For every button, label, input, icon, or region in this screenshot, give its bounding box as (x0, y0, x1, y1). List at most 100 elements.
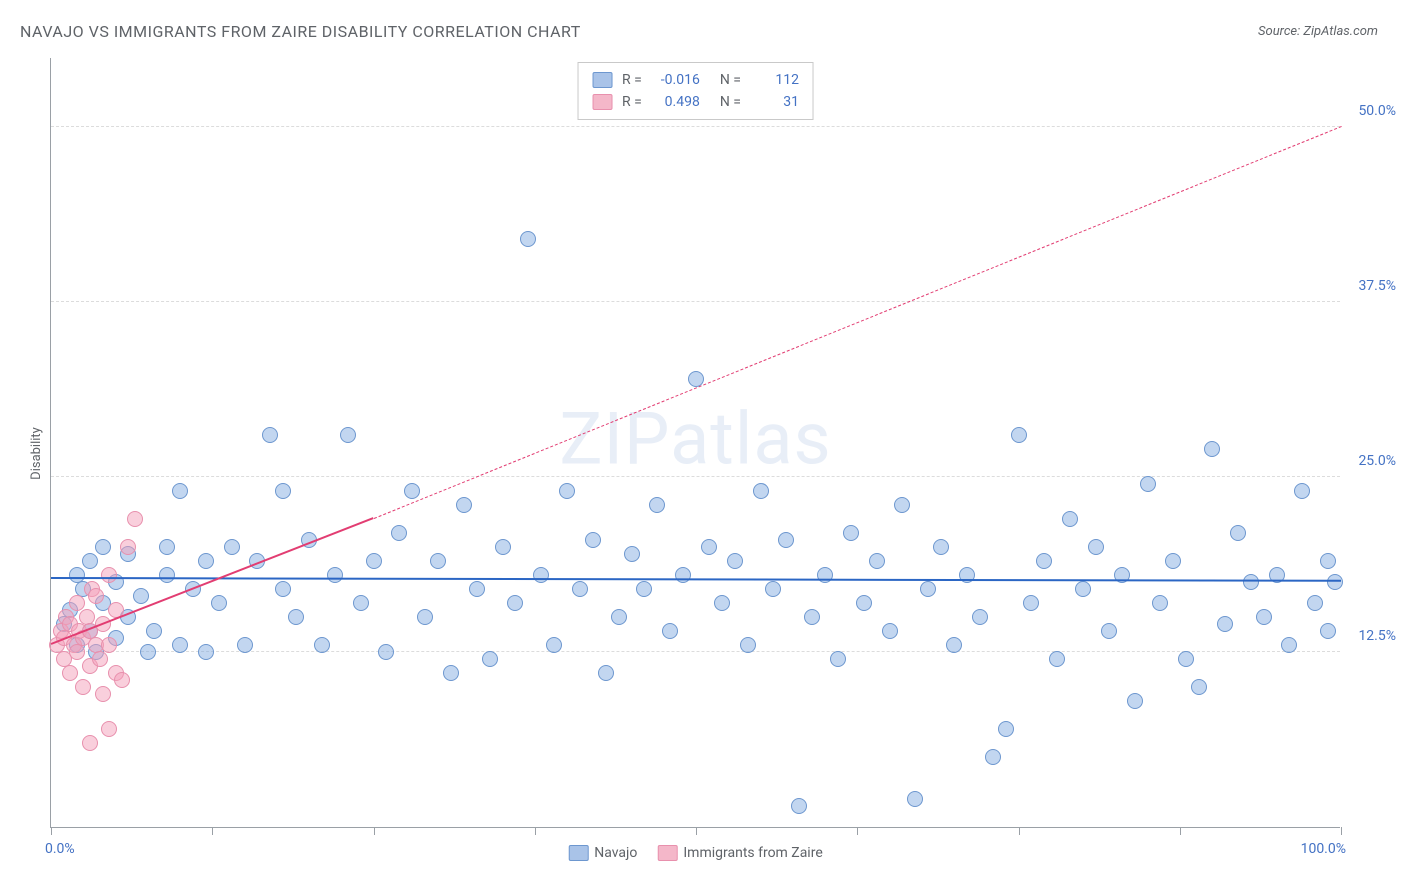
data-point (482, 651, 498, 667)
data-point (546, 637, 562, 653)
data-point (946, 637, 962, 653)
gridline (51, 126, 1340, 127)
data-point (830, 651, 846, 667)
data-point (159, 539, 175, 555)
data-point (353, 595, 369, 611)
source-label: Source: ZipAtlas.com (1258, 24, 1378, 39)
x-tick (1019, 827, 1020, 835)
legend-series-name: Navajo (594, 845, 637, 861)
data-point (507, 595, 523, 611)
data-point (1127, 693, 1143, 709)
data-point (127, 511, 143, 527)
data-point (1281, 637, 1297, 653)
y-tick-label: 50.0% (1358, 103, 1396, 119)
data-point (404, 483, 420, 499)
data-point (727, 553, 743, 569)
legend-swatch (592, 94, 612, 110)
data-point (101, 637, 117, 653)
legend-n-value: 31 (751, 91, 799, 113)
data-point (843, 525, 859, 541)
legend-swatch (592, 72, 612, 88)
data-point (559, 483, 575, 499)
data-point (1320, 623, 1336, 639)
data-point (675, 567, 691, 583)
data-point (894, 497, 910, 513)
data-point (146, 623, 162, 639)
data-point (172, 483, 188, 499)
data-point (288, 609, 304, 625)
data-point (598, 665, 614, 681)
trend-line (373, 126, 1341, 519)
legend-item: Immigrants from Zaire (657, 845, 822, 861)
data-point (1023, 595, 1039, 611)
data-point (585, 532, 601, 548)
data-point (1178, 651, 1194, 667)
x-tick-label: 0.0% (45, 841, 75, 857)
data-point (804, 609, 820, 625)
data-point (366, 553, 382, 569)
data-point (114, 672, 130, 688)
data-point (92, 651, 108, 667)
legend-n-label: N = (720, 91, 741, 113)
data-point (275, 483, 291, 499)
data-point (198, 553, 214, 569)
legend-correlation: R =-0.016N =112R =0.498N =31 (577, 62, 814, 120)
data-point (211, 595, 227, 611)
data-point (624, 546, 640, 562)
y-tick-label: 12.5% (1358, 628, 1396, 644)
chart-title: NAVAJO VS IMMIGRANTS FROM ZAIRE DISABILI… (20, 22, 581, 41)
data-point (1165, 553, 1181, 569)
data-point (75, 679, 91, 695)
data-point (714, 595, 730, 611)
x-tick (535, 827, 536, 835)
watermark: ZIPatlas (559, 396, 831, 481)
data-point (82, 553, 98, 569)
data-point (1049, 651, 1065, 667)
legend-r-label: R = (622, 69, 642, 91)
legend-r-value: -0.016 (652, 69, 700, 91)
data-point (1075, 581, 1091, 597)
data-point (662, 623, 678, 639)
data-point (1217, 616, 1233, 632)
data-point (649, 497, 665, 513)
legend-series-name: Immigrants from Zaire (683, 845, 822, 861)
legend-item: Navajo (568, 845, 637, 861)
data-point (636, 581, 652, 597)
data-point (740, 637, 756, 653)
data-point (1307, 595, 1323, 611)
data-point (172, 637, 188, 653)
legend-swatch (657, 845, 677, 861)
data-point (1204, 441, 1220, 457)
data-point (69, 595, 85, 611)
data-point (275, 581, 291, 597)
data-point (378, 644, 394, 660)
data-point (495, 539, 511, 555)
data-point (1230, 525, 1246, 541)
x-tick (857, 827, 858, 835)
x-tick (696, 827, 697, 835)
y-axis-label: Disability (29, 427, 44, 480)
x-tick (212, 827, 213, 835)
data-point (1140, 476, 1156, 492)
data-point (765, 581, 781, 597)
x-tick (1180, 827, 1181, 835)
data-point (120, 539, 136, 555)
x-tick-label: 100.0% (1301, 841, 1346, 857)
data-point (998, 721, 1014, 737)
data-point (533, 567, 549, 583)
trend-line (51, 517, 374, 645)
data-point (1243, 574, 1259, 590)
data-point (1191, 679, 1207, 695)
data-point (985, 749, 1001, 765)
data-point (1101, 623, 1117, 639)
trend-line (51, 577, 1341, 582)
data-point (198, 644, 214, 660)
data-point (1294, 483, 1310, 499)
data-point (520, 231, 536, 247)
data-point (140, 644, 156, 660)
data-point (1036, 553, 1052, 569)
data-point (237, 637, 253, 653)
legend-n-label: N = (720, 69, 741, 91)
data-point (340, 427, 356, 443)
data-point (882, 623, 898, 639)
